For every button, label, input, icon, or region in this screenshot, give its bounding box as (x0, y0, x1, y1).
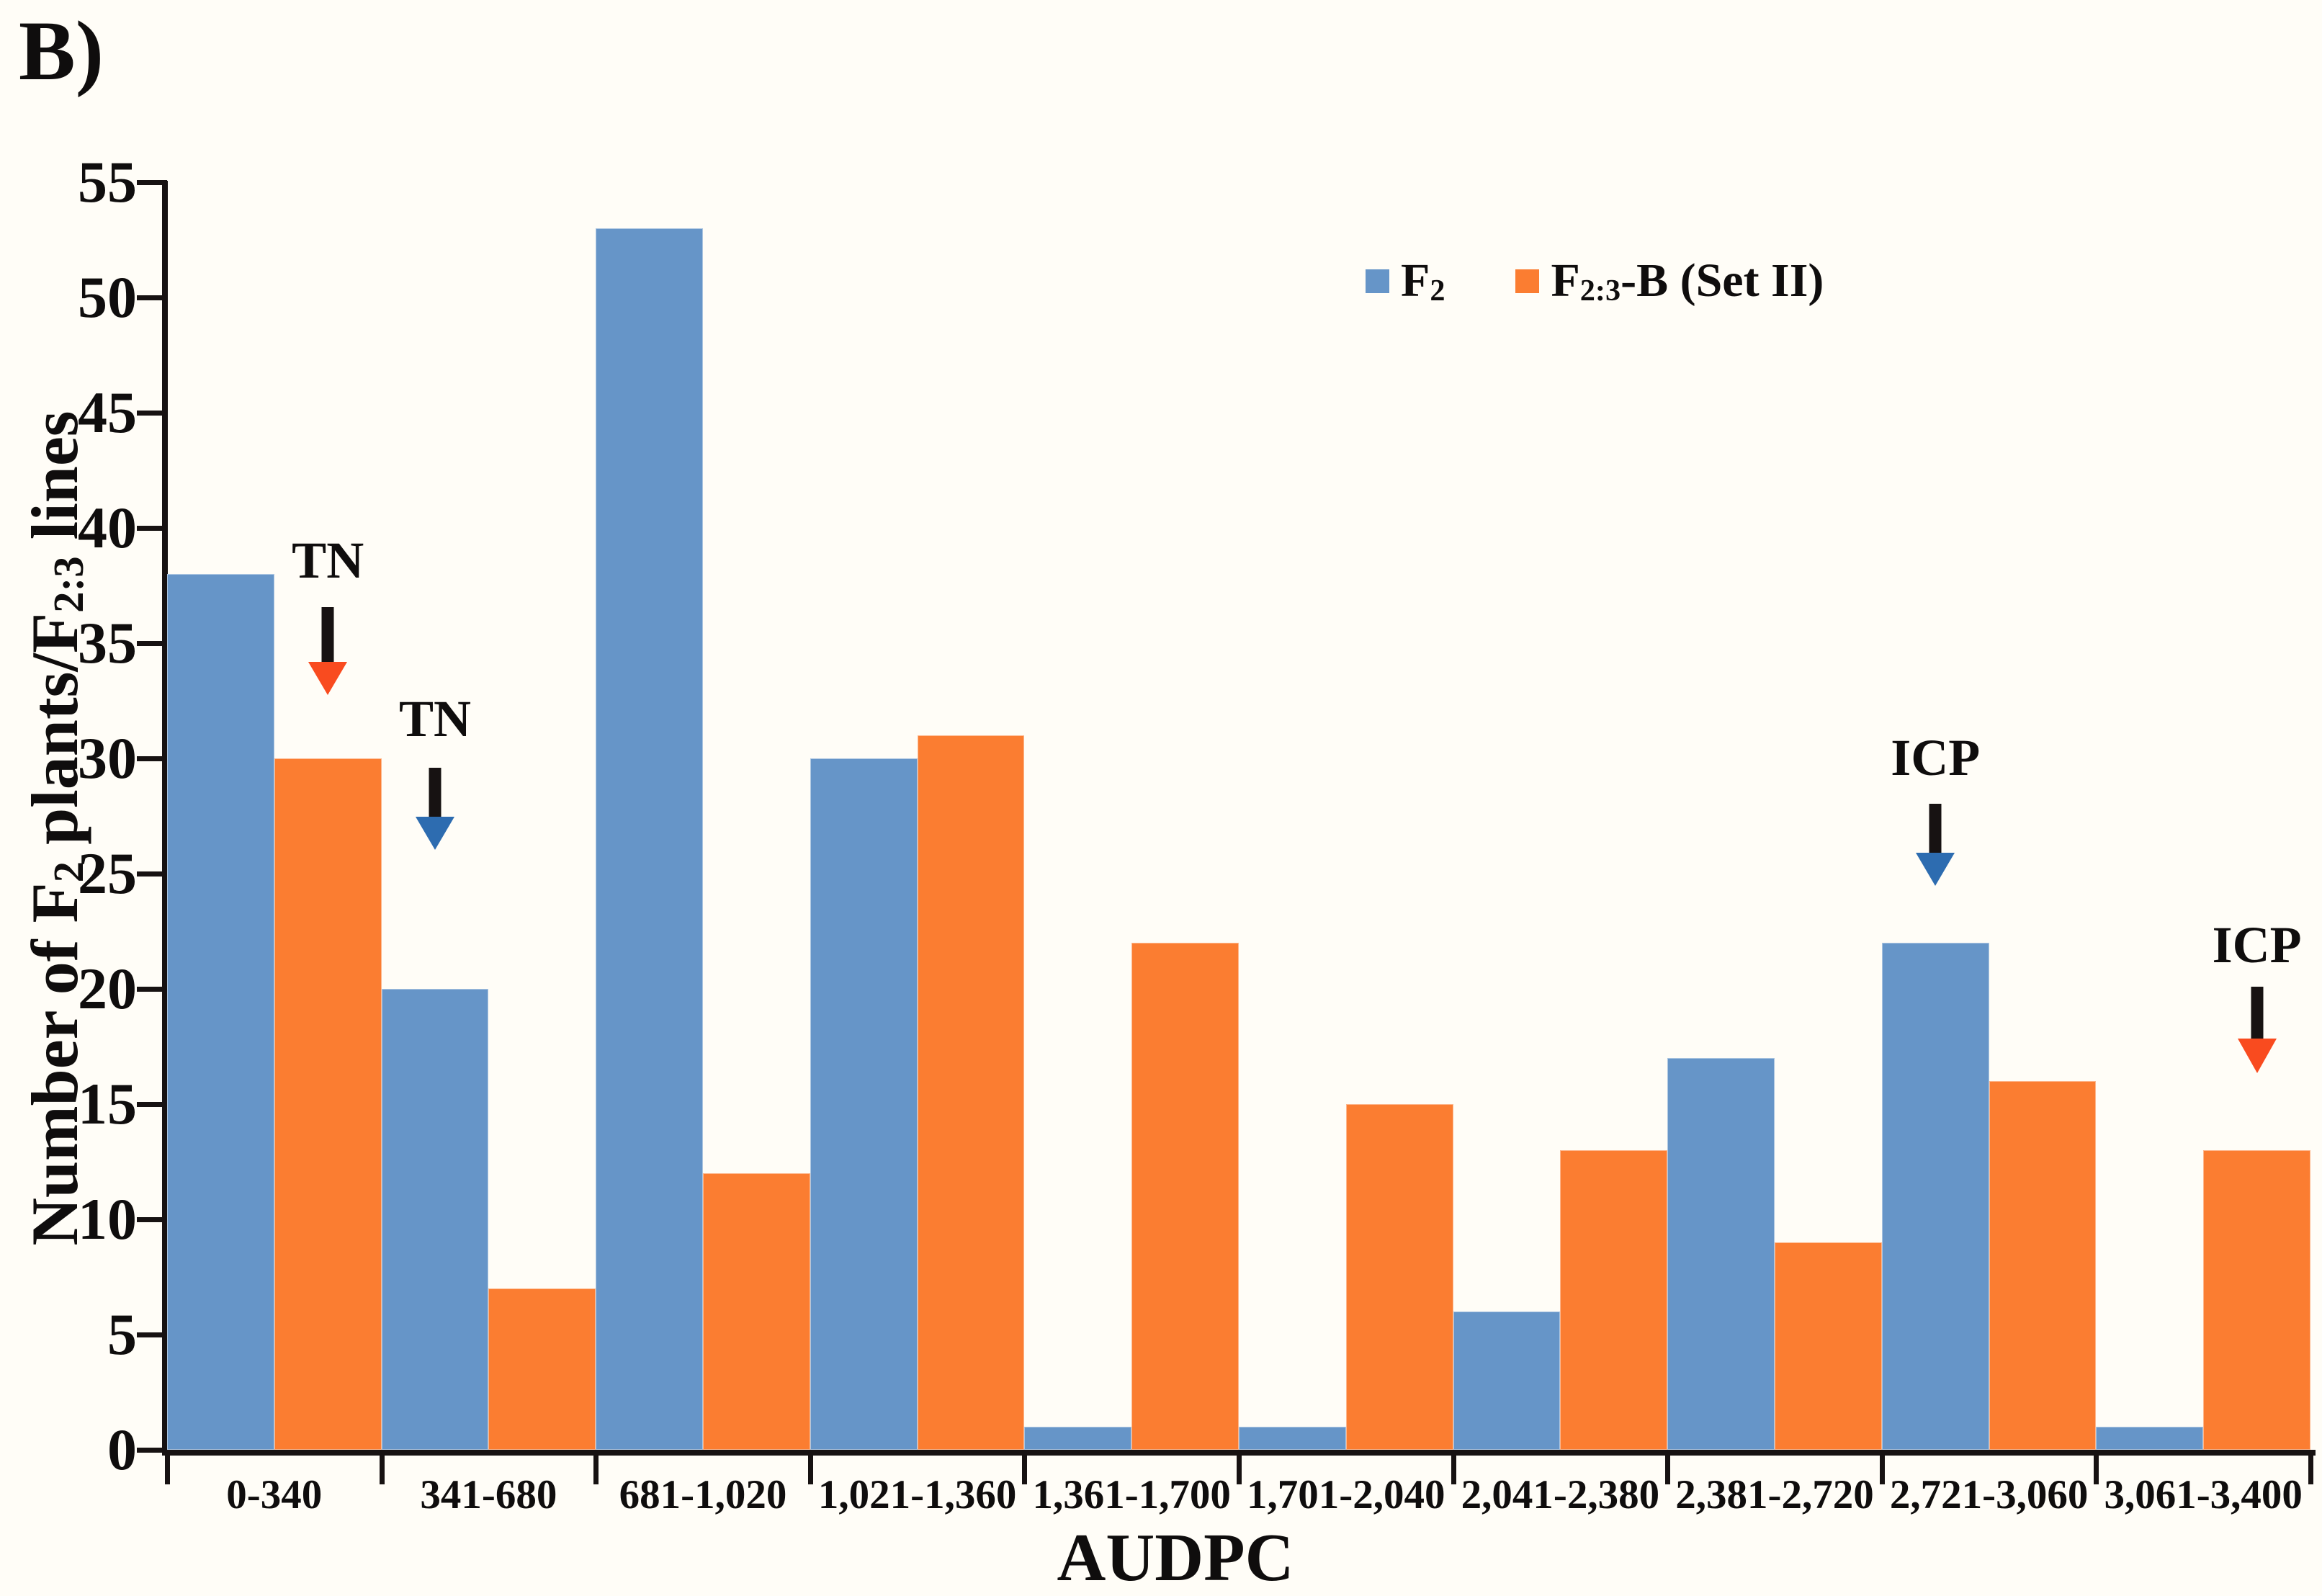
y-tick-label: 5 (107, 1301, 137, 1367)
x-category-label: 2,721-3,060 (1889, 1472, 2089, 1517)
legend: F2 F2:3-B (Set II) (1366, 254, 1824, 308)
y-axis-title: Number of F2 plants/F2:3 lines (17, 411, 93, 1245)
x-category-label: 341-680 (420, 1472, 557, 1517)
x-tick-mark (2094, 1456, 2099, 1484)
y-tick-label: 40 (78, 495, 137, 560)
annotation-label: TN (398, 690, 472, 748)
x-tick-mark (1237, 1456, 1242, 1484)
x-tick-mark (165, 1456, 170, 1484)
legend-swatch-f23 (1515, 269, 1540, 293)
x-category-label: 1,361-1,700 (1032, 1472, 1231, 1517)
y-tick-label: 20 (78, 956, 137, 1021)
x-category-label: 681-1,020 (619, 1472, 787, 1517)
y-tick-mark (137, 987, 167, 992)
annotation-icp-3: ICP (2213, 919, 2302, 971)
bar-f2-2,381-2,720 (1667, 1058, 1775, 1450)
x-axis-title: AUDPC (1057, 1520, 1294, 1595)
x-tick-mark (1665, 1456, 1671, 1484)
down-arrow-shaft (2251, 987, 2264, 1039)
legend-item-f2: F2 (1366, 254, 1445, 308)
y-title-subscript: 2 (45, 861, 93, 883)
bar-f23-1,361-1,700 (1131, 943, 1239, 1450)
bar-f23-0-340 (274, 758, 382, 1450)
x-axis-line (162, 1450, 2316, 1456)
legend-swatch-f2 (1366, 269, 1389, 293)
down-arrow-head-icon (308, 662, 348, 695)
down-arrow-head-icon (416, 817, 454, 850)
y-tick-mark (137, 871, 167, 877)
bar-f2-1,701-2,040 (1239, 1427, 1346, 1450)
y-title-text: lines (18, 411, 91, 557)
y-axis-line (162, 181, 168, 1456)
bar-f23-1,021-1,360 (917, 735, 1025, 1450)
y-tick-mark (137, 180, 167, 185)
y-tick-mark (137, 1217, 167, 1222)
annotation-label: TN (292, 532, 364, 589)
y-tick-mark (137, 526, 167, 531)
y-title-subscript: 2:3 (45, 556, 93, 613)
bar-f2-2,721-3,060 (1881, 943, 1989, 1450)
x-category-label: 2,381-2,720 (1675, 1472, 1874, 1517)
y-tick-label: 15 (78, 1071, 137, 1137)
x-tick-mark (379, 1456, 385, 1484)
bar-f23-681-1,020 (703, 1173, 810, 1450)
y-tick-mark (137, 1332, 167, 1337)
annotation-label: ICP (1891, 729, 1981, 786)
down-arrow-shaft (429, 768, 441, 817)
x-category-label: 3,061-3,400 (2104, 1472, 2303, 1517)
bar-f23-3,061-3,400 (2203, 1150, 2310, 1450)
bar-f2-2,041-2,380 (1453, 1312, 1561, 1450)
x-category-label: 0-340 (226, 1472, 323, 1517)
x-category-label: 1,021-1,360 (817, 1472, 1017, 1517)
y-tick-label: 25 (78, 840, 137, 906)
legend-label-f2: F2 (1401, 254, 1445, 308)
legend-label-f23: F2:3-B (Set II) (1551, 254, 1824, 308)
x-tick-mark (807, 1456, 813, 1484)
down-arrow-shaft (1929, 804, 1942, 853)
y-tick-label: 45 (78, 380, 137, 445)
bar-f23-2,381-2,720 (1775, 1242, 1882, 1450)
x-tick-mark (1451, 1456, 1456, 1484)
down-arrow-shaft (321, 607, 334, 662)
y-tick-label: 55 (78, 149, 137, 215)
y-tick-label: 35 (78, 610, 137, 676)
down-arrow-head-icon (1916, 853, 1955, 886)
y-tick-mark (137, 411, 167, 416)
panel-label: B) (19, 4, 104, 98)
y-tick-mark (137, 1448, 167, 1453)
bar-f23-1,701-2,040 (1345, 1104, 1453, 1450)
bar-f2-3,061-3,400 (2096, 1427, 2204, 1450)
annotation-icp-2: ICP (1891, 732, 1980, 784)
bar-f23-2,721-3,060 (1989, 1081, 2097, 1450)
down-arrow-head-icon (2237, 1039, 2277, 1073)
bar-f2-1,021-1,360 (810, 758, 918, 1450)
y-tick-mark (137, 641, 167, 646)
y-tick-label: 0 (107, 1417, 137, 1482)
bar-f2-341-680 (381, 989, 489, 1450)
x-tick-mark (1022, 1456, 1028, 1484)
y-tick-mark (137, 295, 167, 300)
x-category-label: 1,701-2,040 (1247, 1472, 1445, 1517)
bar-f23-341-680 (488, 1288, 596, 1450)
annotation-label: ICP (2212, 916, 2302, 974)
annotation-tn-0: TN (292, 534, 364, 586)
x-category-label: 2,041-2,380 (1461, 1472, 1660, 1517)
y-title-text: Number of F (18, 882, 91, 1246)
y-title-text: plants/F (18, 612, 91, 861)
bar-f23-2,041-2,380 (1560, 1150, 1668, 1450)
annotation-tn-1: TN (399, 693, 471, 745)
y-tick-mark (137, 756, 167, 761)
y-tick-label: 10 (78, 1186, 137, 1252)
x-tick-mark (593, 1456, 599, 1484)
bar-f2-0-340 (167, 574, 274, 1450)
bar-f2-681-1,020 (596, 228, 703, 1450)
y-tick-label: 50 (78, 264, 137, 330)
legend-item-f23-set2: F2:3-B (Set II) (1515, 254, 1824, 308)
x-tick-mark (2308, 1456, 2313, 1484)
bar-f2-1,361-1,700 (1024, 1427, 1132, 1450)
y-tick-mark (137, 1102, 167, 1107)
y-tick-label: 30 (78, 725, 137, 791)
x-tick-mark (1879, 1456, 1885, 1484)
